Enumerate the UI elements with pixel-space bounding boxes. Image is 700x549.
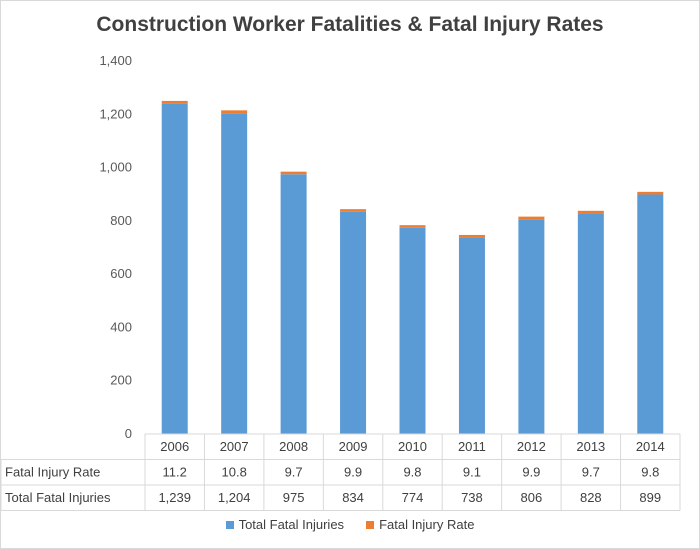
table-cell: 1,204: [218, 490, 251, 505]
table-cell: 9.8: [641, 465, 659, 480]
bar-fatal-injury-rate: [637, 191, 664, 195]
x-tick-label: 2007: [220, 439, 249, 454]
table-cell: 834: [342, 490, 364, 505]
bar-fatal-injury-rate: [280, 171, 307, 175]
x-tick-label: 2013: [576, 439, 605, 454]
table-row-label: Total Fatal Injuries: [5, 490, 111, 505]
bar-fatal-injury-rate: [458, 234, 485, 238]
legend: Total Fatal Injuries Fatal Injury Rate: [0, 517, 700, 532]
table-cell: 899: [639, 490, 661, 505]
table-cell: 9.9: [522, 465, 540, 480]
x-tick-label: 2009: [339, 439, 368, 454]
x-tick-label: 2012: [517, 439, 546, 454]
table-cell: 9.8: [403, 465, 421, 480]
bar-total-fatal-injuries: [637, 194, 664, 434]
y-axis: 0 200 400 600 800 1,000 1,200 1,400: [99, 53, 132, 441]
bar-total-fatal-injuries: [518, 219, 545, 434]
x-tick-label: 2008: [279, 439, 308, 454]
x-tick-label: 2014: [636, 439, 665, 454]
y-tick-label: 200: [110, 373, 132, 388]
y-tick-label: 0: [125, 426, 132, 441]
y-tick-label: 600: [110, 266, 132, 281]
table-cell: 9.1: [463, 465, 481, 480]
chart-title: Construction Worker Fatalities & Fatal I…: [96, 13, 604, 36]
bar-total-fatal-injuries: [399, 227, 426, 434]
table-row-label: Fatal Injury Rate: [5, 465, 100, 480]
legend-item-fatal-injury-rate: Fatal Injury Rate: [366, 517, 474, 532]
y-tick-label: 1,000: [99, 160, 132, 175]
y-tick-label: 800: [110, 213, 132, 228]
x-tick-label: 2010: [398, 439, 427, 454]
table-cell: 828: [580, 490, 602, 505]
y-tick-label: 400: [110, 319, 132, 334]
y-tick-label: 1,400: [99, 53, 132, 68]
bar-total-fatal-injuries: [340, 211, 367, 434]
y-tick-label: 1,200: [99, 106, 132, 121]
legend-item-total-fatal-injuries: Total Fatal Injuries: [225, 517, 345, 532]
table-cell: 9.9: [344, 465, 362, 480]
bar-total-fatal-injuries: [280, 174, 307, 434]
table-cell: 9.7: [285, 465, 303, 480]
bar-total-fatal-injuries: [221, 113, 248, 434]
table-cell: 975: [283, 490, 305, 505]
bar-fatal-injury-rate: [518, 216, 545, 220]
bar-fatal-injury-rate: [161, 100, 188, 104]
bars: [161, 100, 664, 435]
bar-fatal-injury-rate: [399, 225, 426, 228]
table-cell: 738: [461, 490, 483, 505]
data-table: 2006 2007 2008 2009 2010 2011 2012 2013 2014 Fata…: [0, 433, 681, 511]
legend-swatch-orange: [366, 520, 375, 529]
x-tick-label: 2011: [458, 439, 486, 454]
legend-label: Fatal Injury Rate: [379, 517, 475, 532]
bar-total-fatal-injuries: [161, 103, 188, 435]
bar-fatal-injury-rate: [577, 210, 604, 214]
table-cell: 9.7: [582, 465, 600, 480]
table-cell: 774: [402, 490, 424, 505]
bar-fatal-injury-rate: [340, 209, 367, 212]
table-cell: 806: [521, 490, 543, 505]
legend-swatch-blue: [225, 520, 234, 529]
bar-total-fatal-injuries: [577, 213, 604, 434]
table-cell: 11.2: [163, 465, 187, 480]
bar-total-fatal-injuries: [458, 237, 485, 434]
table-cell: 1,239: [158, 490, 191, 505]
legend-label: Total Fatal Injuries: [238, 517, 345, 532]
table-cell: 10.8: [222, 465, 247, 480]
bar-fatal-injury-rate: [221, 110, 248, 114]
x-tick-label: 2006: [160, 439, 189, 454]
